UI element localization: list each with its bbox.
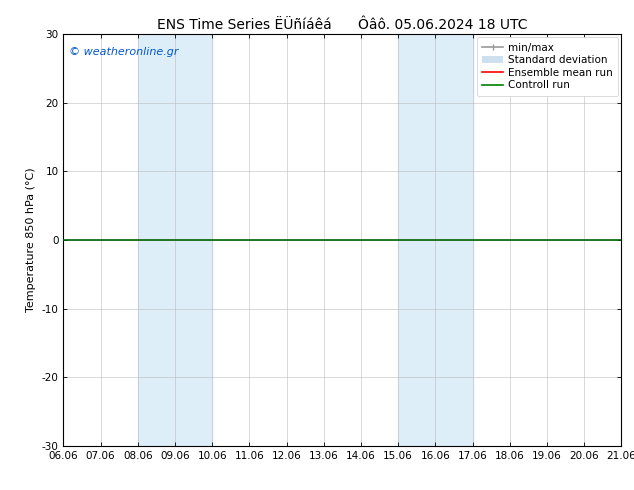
Bar [398,34,472,446]
Legend: min/max, Standard deviation, Ensemble mean run, Controll run: min/max, Standard deviation, Ensemble me… [477,37,618,96]
Text: © weatheronline.gr: © weatheronline.gr [69,47,179,57]
Title: ENS Time Series ËÜñíáêá      Ôâô. 05.06.2024 18 UTC: ENS Time Series ËÜñíáêá Ôâô. 05.06.2024 … [157,18,527,32]
Y-axis label: Temperature 850 hPa (°C): Temperature 850 hPa (°C) [26,168,36,313]
Bar [138,34,212,446]
